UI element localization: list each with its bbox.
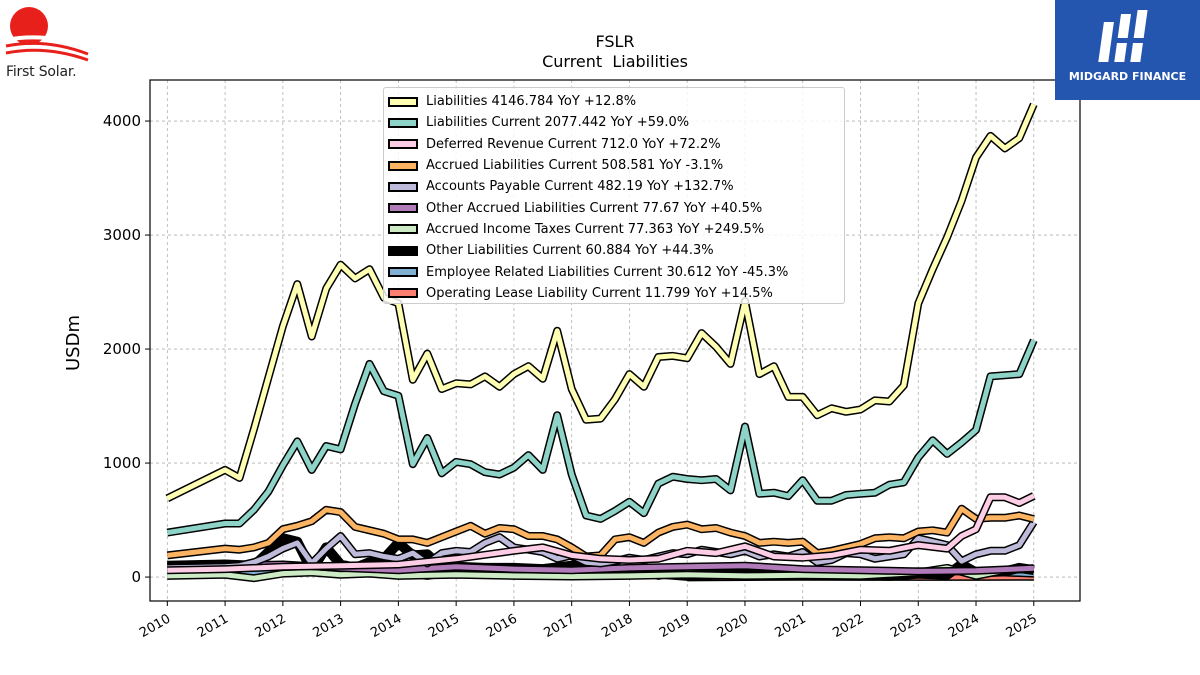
legend-item: Operating Lease Liability Current 11.799… [388, 283, 844, 304]
legend-label: Operating Lease Liability Current 11.799… [426, 285, 773, 301]
legend-swatch [388, 96, 418, 107]
legend-item: Other Liabilities Current 60.884 YoY +44… [388, 240, 844, 261]
x-tick-label: 2016 [484, 611, 520, 641]
y-tick-label: 4000 [103, 112, 141, 130]
series-line [167, 493, 1035, 573]
legend-item: Employee Related Liabilities Current 30.… [388, 261, 844, 282]
legend-item: Accrued Liabilities Current 508.581 YoY … [388, 155, 844, 176]
legend-label: Liabilities 4146.784 YoY +12.8% [426, 94, 637, 110]
series-accrued-liabilities-current [166, 504, 1035, 561]
y-axis-label: USDm [63, 315, 84, 371]
x-tick-label: 2018 [599, 611, 635, 641]
legend-label: Other Liabilities Current 60.884 YoY +44… [426, 243, 714, 259]
chart-title: FSLR [595, 32, 635, 51]
x-tick-label: 2010 [137, 611, 173, 641]
legend-label: Accounts Payable Current 482.19 YoY +132… [426, 179, 734, 195]
legend-swatch [388, 160, 418, 171]
legend-item: Accrued Income Taxes Current 77.363 YoY … [388, 219, 844, 240]
legend-swatch [388, 288, 418, 299]
legend-swatch [388, 203, 418, 214]
series-lines [165, 102, 1038, 583]
y-tick-label: 1000 [103, 454, 141, 472]
x-tick-label: 2025 [1004, 611, 1040, 641]
x-tick-label: 2021 [773, 611, 809, 641]
midgard-finance-logo: MIDGARD FINANCE [1055, 0, 1200, 100]
midgard-brand-text: MIDGARD FINANCE [1068, 70, 1187, 83]
legend-swatch [388, 224, 418, 235]
y-tick-label: 3000 [103, 226, 141, 244]
series-deferred-revenue-current [167, 492, 1036, 575]
chart-subtitle: Current Liabilities [542, 52, 688, 71]
legend-swatch [388, 181, 418, 192]
midgard-emblem-icon [1098, 10, 1148, 62]
series-line [167, 506, 1035, 559]
legend-item: Liabilities Current 2077.442 YoY +59.0% [388, 112, 844, 133]
legend-label: Liabilities Current 2077.442 YoY +59.0% [426, 115, 690, 131]
legend-item: Deferred Revenue Current 712.0 YoY +72.2… [388, 134, 844, 155]
x-tick-label: 2017 [542, 611, 578, 641]
legend-label: Employee Related Liabilities Current 30.… [426, 264, 789, 280]
series-line [166, 103, 1037, 501]
legend-swatch [388, 139, 418, 150]
chart-legend: Liabilities 4146.784 YoY +12.8% Liabiliti… [383, 87, 845, 304]
legend-item: Accounts Payable Current 482.19 YoY +132… [388, 176, 844, 197]
legend-swatch [388, 117, 418, 128]
x-tick-label: 2013 [310, 611, 346, 641]
x-tick-label: 2012 [253, 611, 289, 641]
series-liabilities [165, 102, 1038, 502]
x-tick-label: 2020 [715, 611, 751, 641]
chart-title-block: FSLR Current Liabilities [415, 32, 815, 72]
legend-item: Liabilities 4146.784 YoY +12.8% [388, 91, 844, 112]
y-tick-label: 2000 [103, 340, 141, 358]
x-tick-label: 2023 [888, 611, 924, 641]
x-tick-label: 2011 [195, 611, 231, 641]
legend-label: Deferred Revenue Current 712.0 YoY +72.2… [426, 136, 721, 152]
series-liabilities-current [166, 338, 1038, 537]
legend-swatch [388, 245, 418, 256]
first-solar-logo [2, 2, 102, 86]
x-tick-label: 2015 [426, 611, 462, 641]
x-tick-label: 2024 [946, 611, 982, 641]
series-line [166, 339, 1037, 536]
x-tick-label: 2019 [657, 611, 693, 641]
sun-logo-icon [5, 7, 89, 62]
y-tick-label: 0 [131, 568, 141, 586]
legend-label: Accrued Liabilities Current 508.581 YoY … [426, 158, 724, 174]
legend-swatch [388, 267, 418, 278]
x-tick-label: 2022 [830, 611, 866, 641]
legend-label: Accrued Income Taxes Current 77.363 YoY … [426, 221, 765, 237]
legend-item: Other Accrued Liabilities Current 77.67 … [388, 197, 844, 218]
first-solar-brand-text: First Solar. [6, 64, 77, 80]
x-tick-label: 2014 [368, 611, 404, 641]
plot-frame [149, 79, 1081, 602]
legend-label: Other Accrued Liabilities Current 77.67 … [426, 200, 763, 216]
